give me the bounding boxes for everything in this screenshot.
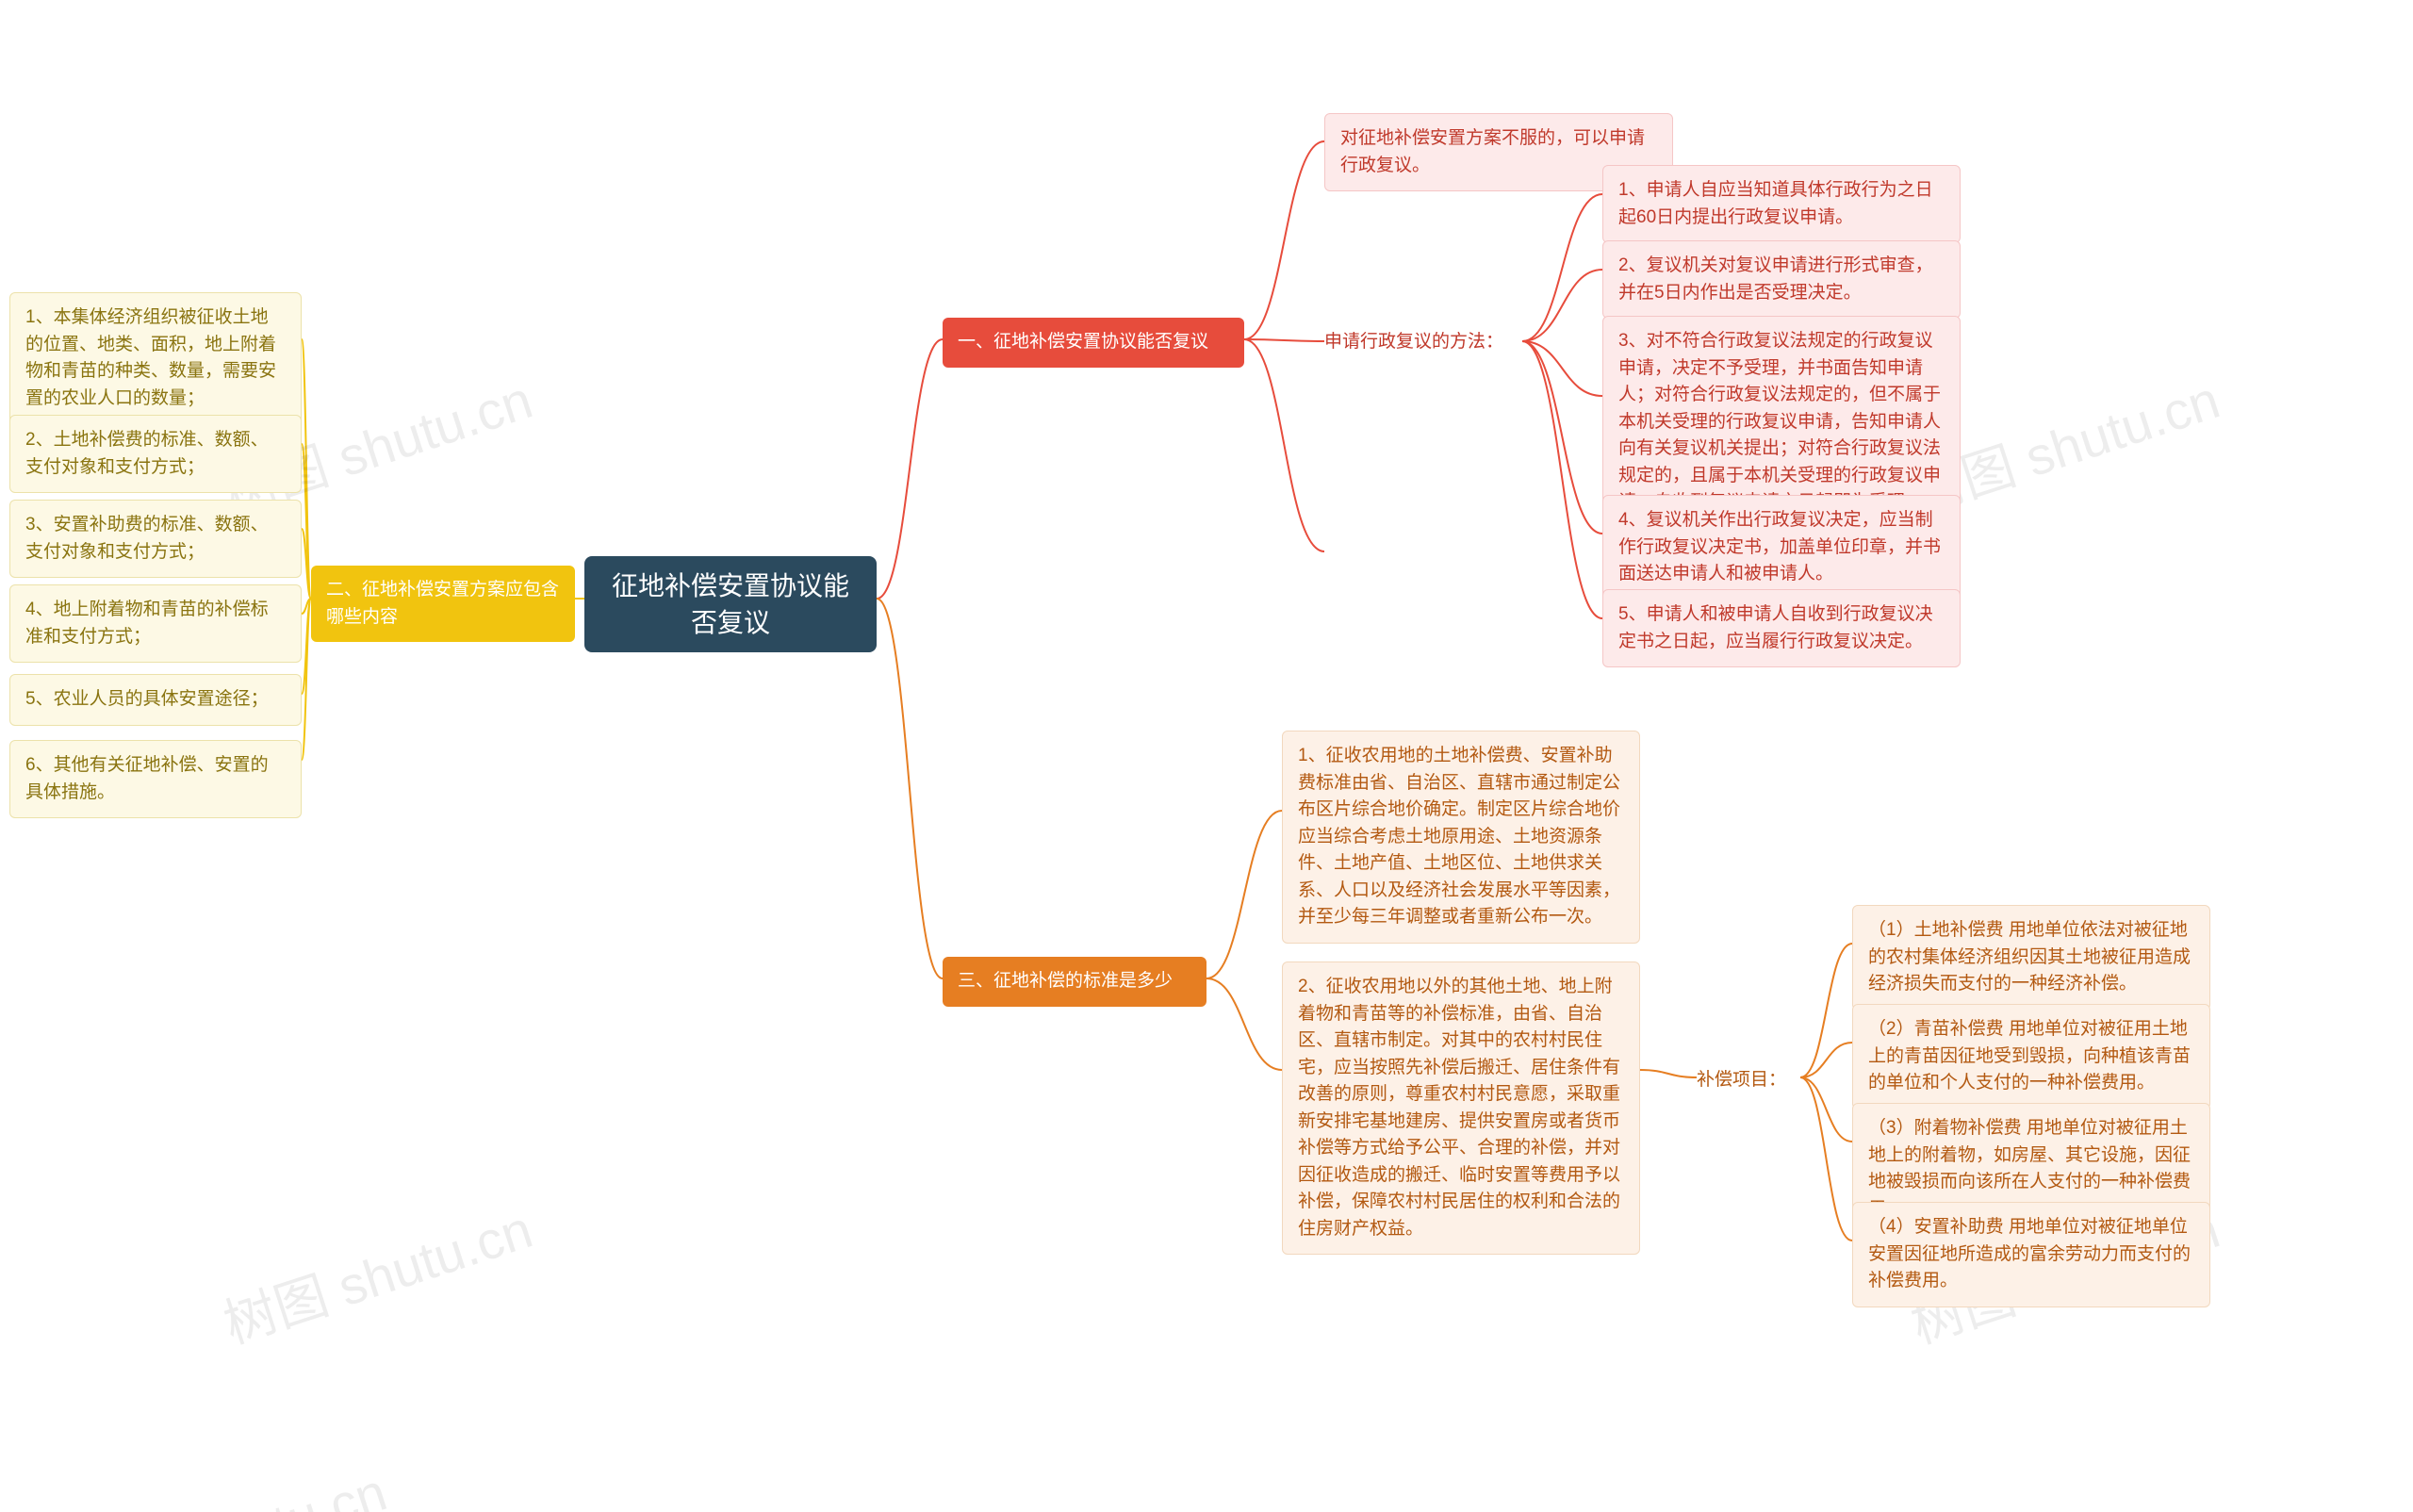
watermark: 树图 shutu.cn <box>213 1188 541 1359</box>
b2-item-6: 6、其他有关征地补偿、安置的具体措施。 <box>9 740 302 818</box>
b2-item-1: 1、本集体经济组织被征收土地的位置、地类、面积，地上附着物和青苗的种类、数量，需… <box>9 292 302 424</box>
b1-c2-item-5: 5、申请人和被申请人自收到行政复议决定书之日起，应当履行行政复议决定。 <box>1602 589 1961 667</box>
branch-3-label: 三、征地补偿的标准是多少 <box>943 957 1206 1007</box>
b1-c2-item-1: 1、申请人自应当知道具体行政行为之日起60日内提出行政复议申请。 <box>1602 165 1961 243</box>
b1-c2-item-2: 2、复议机关对复议申请进行形式审查，并在5日内作出是否受理决定。 <box>1602 240 1961 319</box>
b2-item-2: 2、土地补偿费的标准、数额、支付对象和支付方式； <box>9 415 302 493</box>
b3-c2-item-1: （1）土地补偿费 用地单位依法对被征地的农村集体经济组织因其土地被征用造成经济损… <box>1852 905 2210 1011</box>
b3-c2-sublabel: 补偿项目： <box>1697 1063 1800 1098</box>
b1-child-2-label: 申请行政复议的方法： <box>1324 325 1522 360</box>
b3-c2-item-4: （4）安置补助费 用地单位对被征地单位安置因征地所造成的富余劳动力而支付的补偿费… <box>1852 1202 2210 1307</box>
b3-child-2: 2、征收农用地以外的其他土地、地上附着物和青苗等的补偿标准，由省、自治区、直辖市… <box>1282 961 1640 1255</box>
b2-item-5: 5、农业人员的具体安置途径； <box>9 674 302 726</box>
b2-item-4: 4、地上附着物和青苗的补偿标准和支付方式； <box>9 584 302 663</box>
b2-item-3: 3、安置补助费的标准、数额、支付对象和支付方式； <box>9 500 302 578</box>
b3-child-1: 1、征收农用地的土地补偿费、安置补助费标准由省、自治区、直辖市通过制定公布区片综… <box>1282 731 1640 944</box>
branch-1-label: 一、征地补偿安置协议能否复议 <box>943 318 1244 368</box>
b1-c2-item-4: 4、复议机关作出行政复议决定，应当制作行政复议决定书，加盖单位印章，并书面送达申… <box>1602 495 1961 600</box>
watermark: 图 shutu.cn <box>117 1450 394 1512</box>
root-node: 征地补偿安置协议能否复议 <box>584 556 877 652</box>
b3-c2-item-2: （2）青苗补偿费 用地单位对被征用土地上的青苗因征地受到毁损，向种植该青苗的单位… <box>1852 1004 2210 1109</box>
branch-2-label: 二、征地补偿安置方案应包含哪些内容 <box>311 566 575 642</box>
